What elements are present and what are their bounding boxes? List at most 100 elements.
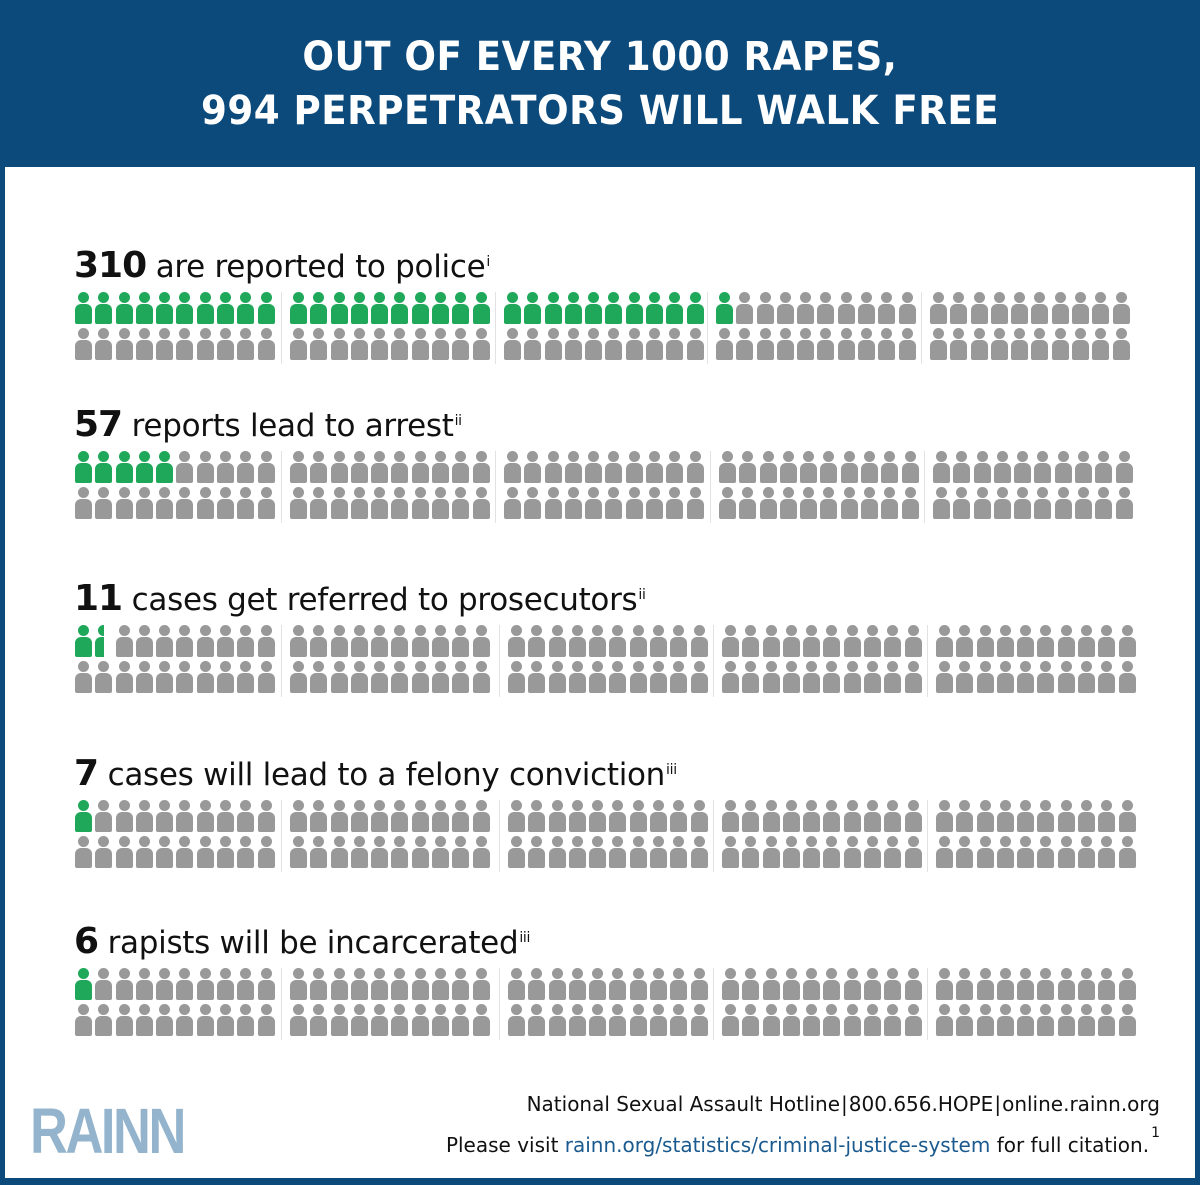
person-icon bbox=[431, 968, 451, 1002]
stat-label: are reported to police bbox=[146, 249, 486, 285]
person-icon bbox=[94, 800, 114, 834]
person-icon bbox=[935, 800, 955, 834]
person-icon bbox=[629, 800, 649, 834]
person-icon bbox=[935, 625, 955, 659]
person-icon bbox=[564, 487, 584, 521]
person-icon bbox=[1010, 292, 1030, 326]
person-icon bbox=[932, 451, 952, 485]
person-icon bbox=[1036, 968, 1056, 1002]
person-icon bbox=[135, 1004, 155, 1038]
person-icon bbox=[523, 487, 543, 521]
person-icon bbox=[904, 661, 924, 695]
person-icon bbox=[370, 292, 390, 326]
person-icon bbox=[840, 451, 860, 485]
person-icon bbox=[568, 800, 588, 834]
person-icon bbox=[1013, 487, 1033, 521]
icon-grid bbox=[74, 968, 1174, 1040]
person-icon bbox=[350, 487, 370, 521]
person-icon bbox=[863, 836, 883, 870]
person-icon bbox=[115, 968, 135, 1002]
person-icon bbox=[411, 292, 431, 326]
person-icon bbox=[604, 451, 624, 485]
icon-group bbox=[935, 625, 1139, 697]
person-icon bbox=[973, 487, 993, 521]
person-icon bbox=[196, 836, 216, 870]
person-icon bbox=[976, 661, 996, 695]
person-icon bbox=[588, 625, 608, 659]
person-icon bbox=[629, 1004, 649, 1038]
hotline-phone[interactable]: 800.656.HOPE bbox=[848, 1092, 994, 1116]
person-icon bbox=[431, 836, 451, 870]
group-divider bbox=[281, 292, 282, 364]
person-icon bbox=[431, 661, 451, 695]
person-icon bbox=[584, 451, 604, 485]
person-icon bbox=[289, 1004, 309, 1038]
person-icon bbox=[976, 1004, 996, 1038]
person-icon bbox=[135, 661, 155, 695]
person-icon bbox=[802, 1004, 822, 1038]
person-icon bbox=[431, 328, 451, 362]
person-icon bbox=[649, 661, 669, 695]
person-icon bbox=[472, 968, 492, 1002]
person-icon bbox=[1112, 328, 1132, 362]
person-icon bbox=[451, 968, 471, 1002]
person-icon bbox=[196, 661, 216, 695]
person-icon bbox=[115, 836, 135, 870]
person-icon bbox=[527, 836, 547, 870]
hotline-site[interactable]: online.rainn.org bbox=[1002, 1092, 1160, 1116]
person-icon bbox=[74, 451, 94, 485]
stat-label: cases will lead to a felony conviction bbox=[98, 757, 666, 793]
icon-group bbox=[74, 968, 278, 1040]
person-icon bbox=[74, 661, 94, 695]
citation-mark: 1 bbox=[1151, 1125, 1160, 1141]
person-icon bbox=[883, 661, 903, 695]
person-icon bbox=[645, 292, 665, 326]
person-icon bbox=[350, 968, 370, 1002]
person-icon bbox=[472, 800, 492, 834]
citation-link[interactable]: rainn.org/statistics/criminal-justice-sy… bbox=[564, 1133, 991, 1157]
person-icon bbox=[819, 487, 839, 521]
person-icon bbox=[877, 328, 897, 362]
person-icon bbox=[883, 1004, 903, 1038]
person-icon bbox=[1094, 487, 1114, 521]
person-icon bbox=[135, 292, 155, 326]
person-icon bbox=[289, 292, 309, 326]
person-icon bbox=[472, 328, 492, 362]
person-icon bbox=[735, 292, 755, 326]
person-icon bbox=[135, 451, 155, 485]
person-icon bbox=[1077, 625, 1097, 659]
person-icon bbox=[135, 836, 155, 870]
person-icon bbox=[665, 328, 685, 362]
person-icon bbox=[665, 487, 685, 521]
person-icon bbox=[776, 292, 796, 326]
person-icon bbox=[175, 625, 195, 659]
person-icon bbox=[1118, 836, 1138, 870]
person-icon bbox=[1051, 328, 1071, 362]
person-icon bbox=[1036, 800, 1056, 834]
person-icon bbox=[196, 487, 216, 521]
person-icon bbox=[309, 487, 329, 521]
person-icon bbox=[721, 1004, 741, 1038]
person-icon bbox=[816, 292, 836, 326]
person-icon bbox=[898, 328, 918, 362]
person-icon bbox=[1077, 800, 1097, 834]
person-icon bbox=[863, 661, 883, 695]
person-icon bbox=[1013, 451, 1033, 485]
rainn-logo: RAINN bbox=[30, 1095, 186, 1167]
person-icon bbox=[782, 800, 802, 834]
person-icon bbox=[1077, 836, 1097, 870]
person-icon bbox=[527, 1004, 547, 1038]
person-icon bbox=[629, 661, 649, 695]
person-icon bbox=[390, 800, 410, 834]
person-icon bbox=[645, 487, 665, 521]
person-icon bbox=[135, 968, 155, 1002]
person-icon bbox=[503, 292, 523, 326]
person-icon bbox=[472, 661, 492, 695]
person-icon bbox=[472, 451, 492, 485]
person-icon bbox=[451, 625, 471, 659]
person-icon bbox=[629, 836, 649, 870]
person-icon bbox=[990, 328, 1010, 362]
person-icon bbox=[802, 800, 822, 834]
person-icon bbox=[877, 292, 897, 326]
hotline-info: National Sexual Assault Hotline|800.656.… bbox=[527, 1092, 1160, 1116]
